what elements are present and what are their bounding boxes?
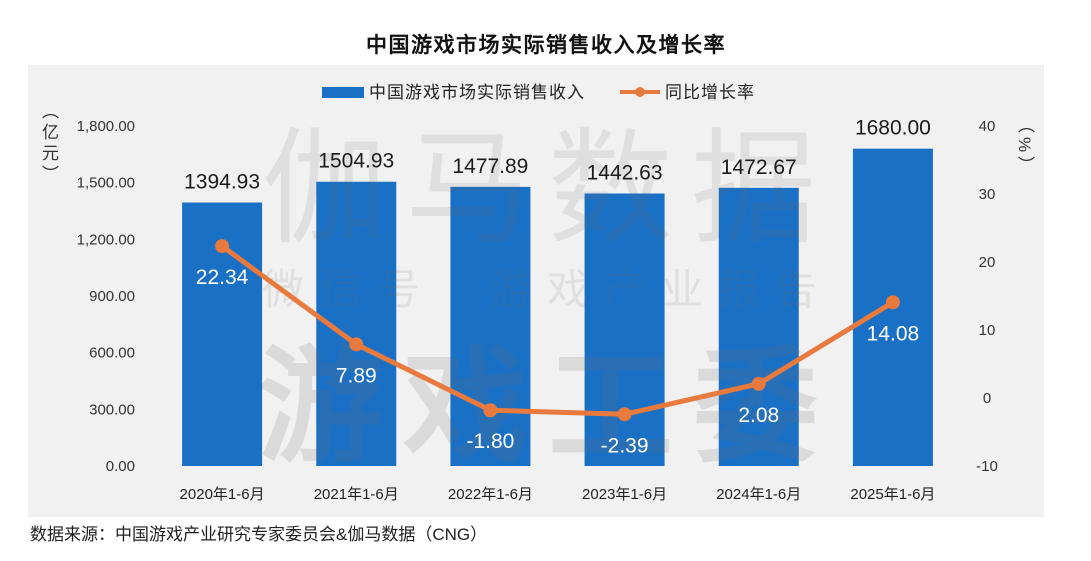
- right-axis: -10 0 10 20 30 40: [976, 118, 998, 475]
- right-axis-tick-label-4: 30: [979, 186, 996, 203]
- revenue-value-label-0: 1394.93: [184, 171, 260, 194]
- legend-revenue-label: 中国游戏市场实际销售收入: [369, 83, 585, 102]
- growth-rate-label-0: 22.34: [196, 266, 249, 289]
- watermark-brand: 伽马数据: [262, 120, 834, 259]
- growth-rate-point-3: [617, 407, 632, 422]
- growth-rate-point-2: [483, 403, 498, 418]
- growth-rate-series: [215, 239, 900, 422]
- legend-revenue-swatch: [322, 87, 364, 98]
- revenue-value-label-1: 1504.93: [318, 150, 394, 173]
- left-axis-tick-label-5: 1,500.00: [77, 175, 135, 192]
- left-axis-tick-label-1: 300.00: [89, 401, 135, 418]
- left-axis-tick-label-6: 1,800.00: [77, 118, 135, 135]
- growth-rate-label-4: 2.08: [738, 404, 779, 427]
- revenue-value-label-5: 1680.00: [855, 117, 931, 140]
- chart-title: 中国游戏市场实际销售收入及增长率: [366, 33, 726, 57]
- legend-growth-label: 同比增长率: [665, 83, 755, 102]
- growth-rate-point-5: [885, 295, 900, 310]
- category-label-3: 2023年1-6月: [582, 486, 667, 503]
- left-axis-tick-label-3: 900.00: [89, 288, 135, 305]
- growth-rate-label-1: 7.89: [336, 364, 377, 387]
- legend-growth-marker: [635, 87, 645, 97]
- growth-rate-point-0: [215, 239, 230, 254]
- right-axis-tick-label-1: 0: [983, 390, 991, 407]
- right-axis-tick-label-2: 10: [979, 322, 996, 339]
- watermark: 伽马数据 微信号 游戏产业报告 游戏工委: [258, 120, 838, 477]
- left-axis-tick-label-2: 600.00: [89, 345, 135, 362]
- growth-rate-point-1: [349, 337, 364, 352]
- category-label-5: 2025年1-6月: [850, 486, 935, 503]
- left-axis-tick-label-4: 1,200.00: [77, 231, 135, 248]
- watermark-wechat-name: 游戏产业报告: [490, 266, 832, 313]
- left-axis-unit-label: （亿元）: [39, 102, 58, 186]
- right-axis-unit-label: （%）: [1015, 116, 1034, 178]
- growth-rate-label-5: 14.08: [867, 322, 920, 345]
- growth-rate-label-3: -2.39: [601, 434, 649, 457]
- revenue-value-label-2: 1477.89: [452, 155, 528, 178]
- category-label-4: 2024年1-6月: [716, 486, 801, 503]
- category-label-0: 2020年1-6月: [180, 486, 265, 503]
- category-axis: 2020年1-6月 2021年1-6月 2022年1-6月 2023年1-6月 2024…: [180, 486, 936, 503]
- source-note: 数据来源：中国游戏产业研究专家委员会&伽马数据（CNG）: [30, 525, 487, 544]
- growth-rate-point-4: [751, 376, 766, 391]
- watermark-wechat-label: 微信号: [262, 266, 436, 313]
- category-label-1: 2021年1-6月: [314, 486, 399, 503]
- growth-rate-line: [219, 243, 896, 417]
- left-axis-tick-label-0: 0.00: [106, 458, 135, 475]
- left-axis: 0.00 300.00 600.00 900.00 1,200.00 1,500.00 1,…: [77, 118, 135, 475]
- watermark-publisher: 游戏工委: [258, 338, 838, 477]
- right-axis-tick-label-5: 40: [979, 118, 996, 135]
- data-labels: 1394.93 1504.93 1477.89 1442.63 1472.67 1680.…: [184, 117, 931, 458]
- legend: 中国游戏市场实际销售收入 同比增长率: [322, 83, 755, 102]
- category-label-2: 2022年1-6月: [448, 486, 533, 503]
- revenue-value-label-4: 1472.67: [721, 156, 797, 179]
- revenue-bar-2: [450, 186, 531, 466]
- right-axis-tick-label-0: -10: [976, 458, 998, 475]
- right-axis-tick-label-3: 20: [979, 254, 996, 271]
- growth-rate-label-2: -1.80: [466, 430, 514, 453]
- revenue-value-label-3: 1442.63: [587, 162, 663, 185]
- revenue-bar-4: [718, 187, 799, 467]
